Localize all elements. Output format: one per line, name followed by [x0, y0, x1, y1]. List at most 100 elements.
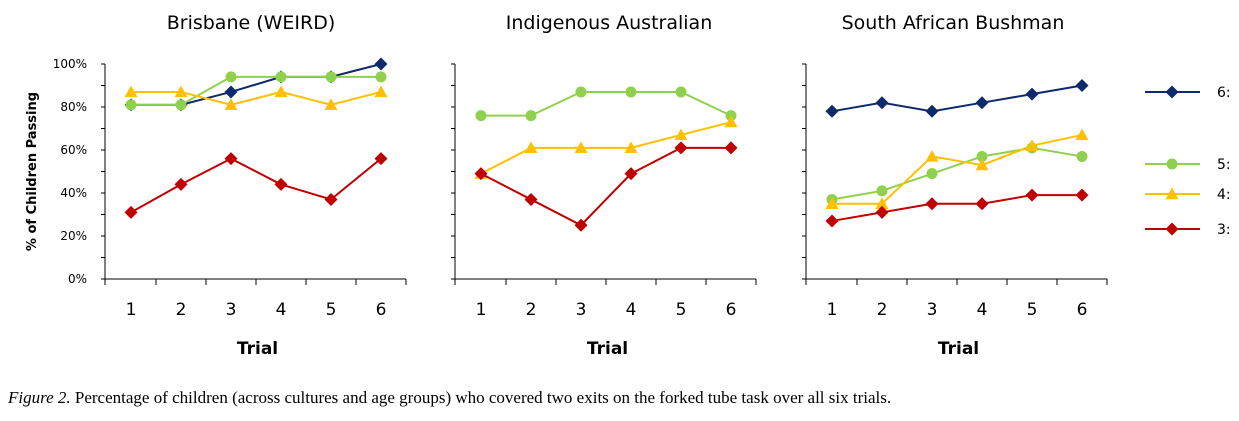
- series-age-3: [474, 141, 738, 232]
- data-point: [876, 185, 888, 197]
- data-point: [925, 104, 939, 118]
- data-point: [375, 71, 387, 83]
- data-point: [825, 214, 839, 228]
- panel-title: Indigenous Australian: [506, 12, 712, 34]
- data-point: [524, 141, 538, 154]
- x-tick-label: 3: [226, 300, 237, 320]
- data-point: [475, 110, 487, 122]
- data-point: [975, 96, 989, 110]
- series-line: [831, 146, 1083, 201]
- caption-text: Percentage of children (across cultures …: [74, 388, 892, 407]
- data-point: [174, 85, 188, 98]
- data-point: [275, 71, 287, 83]
- series-age-4: [825, 128, 1089, 209]
- x-tick-label: 3: [927, 300, 938, 320]
- x-tick-label: 2: [526, 300, 537, 320]
- y-tick-label: 60%: [60, 143, 87, 157]
- series-line: [831, 194, 1082, 222]
- x-tick-label: 2: [877, 300, 888, 320]
- data-point: [225, 71, 237, 83]
- data-point: [174, 177, 188, 191]
- data-point: [324, 192, 338, 206]
- data-point: [175, 99, 187, 111]
- data-point: [724, 115, 738, 128]
- chart-panel-2: Indigenous Australian 1 2 3 4 5 6 Trial: [451, 12, 757, 359]
- data-point: [525, 110, 537, 122]
- data-point: [925, 149, 939, 162]
- legend-marker: [1165, 187, 1179, 200]
- legend-label: 4:: [1217, 187, 1231, 203]
- data-point: [675, 86, 687, 98]
- x-tick-label: 5: [676, 300, 687, 320]
- data-point: [325, 71, 337, 83]
- series-age-6: [124, 57, 388, 112]
- panel-title: South African Bushman: [842, 12, 1065, 34]
- x-tick-label: 5: [1027, 300, 1038, 320]
- series-line: [480, 146, 731, 227]
- legend-entry: 4:: [1145, 187, 1231, 203]
- series-line: [481, 90, 732, 117]
- data-point: [224, 152, 238, 166]
- series-age-5: [125, 71, 387, 111]
- data-point: [624, 167, 638, 181]
- data-point: [875, 197, 889, 209]
- x-tick-label: 1: [827, 300, 838, 320]
- legend-label: 3:: [1217, 222, 1231, 238]
- x-tick-label: 4: [276, 300, 287, 320]
- data-point: [1075, 128, 1089, 141]
- data-point: [624, 141, 638, 154]
- data-point: [825, 197, 839, 209]
- data-point: [1075, 188, 1089, 202]
- x-tick-label: 1: [126, 300, 137, 320]
- data-point: [674, 141, 688, 155]
- legend-entry: 5:: [1145, 157, 1231, 173]
- x-tick-label: 6: [376, 300, 387, 320]
- x-tick-label: 3: [576, 300, 587, 320]
- panel-title: Brisbane (WEIRD): [167, 12, 336, 34]
- y-tick-label: 100%: [53, 57, 87, 71]
- legend-marker: [1166, 158, 1178, 170]
- y-axis-label: % of Children Passing: [25, 92, 40, 251]
- y-tick-label: 40%: [60, 186, 87, 200]
- y-tick-label: 80%: [60, 100, 87, 114]
- data-point: [875, 205, 889, 219]
- legend: 6: 5: 4: 3:: [1145, 85, 1231, 238]
- data-point: [324, 98, 338, 111]
- series-line: [131, 75, 381, 106]
- chart-panel-3: South African Bushman 1 2 3 4 5 6 Trial: [802, 12, 1108, 359]
- data-point: [374, 85, 388, 98]
- data-point: [724, 141, 738, 155]
- series-age-3: [124, 152, 388, 219]
- y-tick-label: 0%: [68, 272, 87, 286]
- data-point: [574, 141, 588, 154]
- data-point: [124, 205, 138, 219]
- data-point: [474, 167, 488, 181]
- series-line: [130, 157, 382, 214]
- data-point: [374, 152, 388, 166]
- data-point: [975, 197, 989, 211]
- series-age-6: [825, 79, 1089, 118]
- data-point: [825, 104, 839, 118]
- data-point: [125, 99, 137, 111]
- series-age-5: [475, 86, 737, 122]
- x-tick-label: 4: [977, 300, 988, 320]
- x-tick-label: 1: [476, 300, 487, 320]
- legend-marker: [1165, 85, 1179, 99]
- legend-entry: 6:: [1145, 85, 1231, 101]
- x-tick-label: 6: [726, 300, 737, 320]
- legend-entry: 3:: [1145, 222, 1231, 238]
- data-point: [1025, 139, 1039, 151]
- x-axis-label: Trial: [938, 339, 979, 359]
- chart-panel-1: Brisbane (WEIRD) 0% 20% 40% 60% 80% 100% 1 2 3 4 5 6…: [25, 12, 407, 359]
- data-point: [124, 85, 138, 98]
- data-point: [625, 86, 637, 98]
- caption-lead: Figure 2.: [8, 388, 71, 407]
- x-axis-label: Trial: [587, 339, 628, 359]
- legend-label: 6:: [1217, 85, 1231, 101]
- data-point: [674, 128, 688, 141]
- series-line: [131, 90, 382, 106]
- data-point: [575, 86, 587, 98]
- x-tick-label: 4: [626, 300, 637, 320]
- series-line: [832, 133, 1083, 205]
